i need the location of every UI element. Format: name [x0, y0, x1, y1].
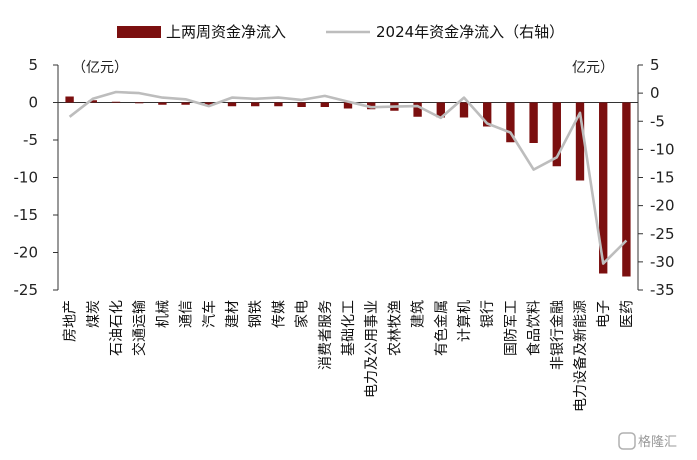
category-label: 非银行金融 [550, 300, 566, 370]
category-label: 电力设备及新能源 [572, 300, 589, 412]
right-tick-label: -35 [650, 281, 675, 299]
category-label: 电力及公用事业 [364, 300, 380, 398]
bar-电力设备及新能源 [575, 102, 585, 181]
legend-bar-swatch [117, 26, 161, 38]
bar-消费者服务 [320, 102, 329, 107]
right-tick-label: -15 [650, 169, 675, 187]
category-label: 基础化工 [340, 300, 357, 356]
bar-医药 [622, 102, 631, 277]
category-label: 医药 [619, 300, 635, 328]
category-label: 交通运输 [131, 300, 148, 356]
category-label: 电子 [596, 300, 612, 328]
bar-家电 [297, 102, 306, 107]
watermark-icon [618, 432, 636, 450]
left-axis-unit: （亿元） [72, 60, 128, 76]
bar-建材 [227, 102, 237, 107]
legend-line-label: 2024年资金净流入（右轴） [376, 23, 564, 41]
line-series-2024 [68, 90, 628, 265]
bar-传媒 [274, 102, 283, 107]
right-axis-unit: 亿元） [572, 60, 614, 76]
category-label: 房地产 [63, 300, 79, 342]
bar-食品饮料 [529, 102, 538, 143]
left-tick-label: -15 [14, 206, 39, 224]
category-label: 食品饮料 [526, 300, 543, 356]
bar-通信 [181, 102, 190, 105]
category-label: 石油石化 [109, 300, 125, 356]
category-label: 传媒 [271, 300, 287, 328]
category-label: 建筑 [411, 300, 427, 328]
watermark-logo: 格隆汇 [618, 432, 677, 450]
category-label: 通信 [179, 300, 195, 328]
category-label: 机械 [155, 300, 171, 328]
right-tick-label: 5 [650, 56, 660, 74]
bar-有色金属 [436, 102, 445, 118]
left-tick-label: -5 [23, 131, 38, 149]
category-label: 农林牧渔 [387, 300, 403, 356]
bar-钢铁 [251, 102, 260, 107]
category-label: 汽车 [201, 300, 218, 328]
category-label: 银行 [480, 300, 496, 328]
bar-银行 [483, 102, 492, 127]
right-tick-label: 0 [650, 84, 660, 102]
bar-国防军工 [506, 102, 515, 143]
bar-石油石化 [111, 101, 121, 103]
bar-房地产 [65, 96, 74, 103]
watermark-text: 格隆汇 [638, 434, 677, 450]
right-tick-label: -25 [650, 225, 675, 243]
bar-煤炭 [88, 100, 97, 103]
right-tick-label: -30 [650, 253, 675, 271]
bar-机械 [158, 102, 167, 105]
category-label: 有色金属 [433, 300, 450, 356]
right-tick-label: -5 [650, 112, 665, 130]
category-label: 计算机 [457, 300, 473, 342]
bar-计算机 [459, 102, 469, 118]
category-label: 煤炭 [86, 300, 102, 328]
right-tick-label: -20 [650, 197, 675, 215]
category-label: 建材 [225, 300, 241, 328]
left-tick-label: -25 [14, 281, 39, 299]
bar-建筑 [413, 102, 422, 117]
bar-非银行金融 [552, 102, 561, 167]
left-tick-label: 0 [28, 94, 38, 112]
left-tick-label: 5 [28, 56, 38, 74]
category-label: 家电 [294, 300, 311, 328]
legend-bar-label: 上两周资金净流入 [166, 23, 286, 41]
category-label: 消费者服务 [318, 300, 334, 370]
bar-交通运输 [135, 102, 144, 104]
bar-电子 [599, 102, 608, 274]
left-tick-label: -10 [14, 169, 39, 187]
left-tick-label: -20 [14, 244, 39, 262]
category-label: 钢铁 [248, 300, 264, 328]
bar-汽车 [204, 102, 213, 106]
category-label: 国防军工 [503, 300, 519, 356]
bar-基础化工 [343, 102, 353, 109]
right-tick-label: -10 [650, 140, 675, 158]
